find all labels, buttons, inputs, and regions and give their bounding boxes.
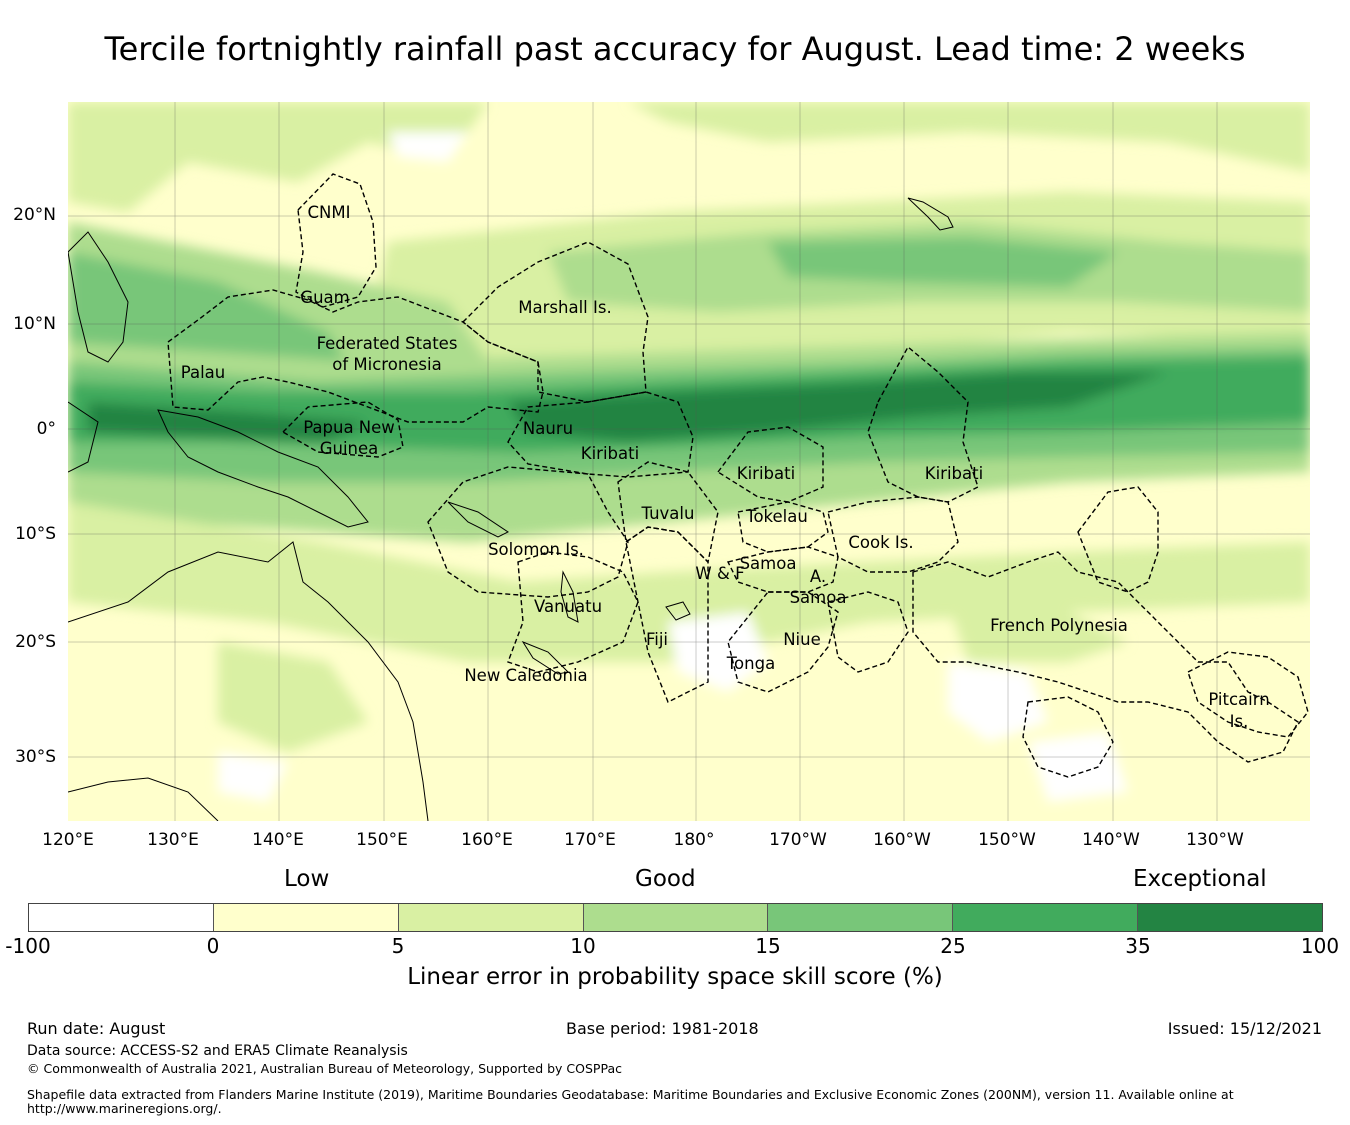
colorbar-tick: 25 xyxy=(940,934,966,958)
label-png-1: Papua New xyxy=(303,418,395,437)
lon-label-160e: 160°E xyxy=(461,830,513,850)
colorbar-segment xyxy=(768,904,954,931)
lon-label-180: 180° xyxy=(673,830,715,850)
skill-map: CNMI Guam Marshall Is. Federated States … xyxy=(68,102,1310,821)
colorbar-segment xyxy=(29,904,214,931)
label-niue: Niue xyxy=(783,630,821,649)
copyright: © Commonwealth of Australia 2021, Austra… xyxy=(27,1061,622,1076)
lon-label-130e: 130°E xyxy=(147,830,199,850)
colorbar-segment xyxy=(213,904,399,931)
label-asamoa-2: Samoa xyxy=(790,588,847,607)
category-exceptional: Exceptional xyxy=(1133,866,1267,892)
lat-label-10s: 10°S xyxy=(15,524,56,544)
colorbar-tick: 10 xyxy=(570,934,596,958)
colorbar-segment xyxy=(953,904,1139,931)
label-wf: W & F xyxy=(695,564,744,583)
label-fiji: Fiji xyxy=(646,630,668,649)
colorbar-tick: 15 xyxy=(755,934,781,958)
data-source: Data source: ACCESS-S2 and ERA5 Climate … xyxy=(27,1043,408,1059)
label-vanuatu: Vanuatu xyxy=(534,597,602,616)
lon-label-170w: 170°W xyxy=(769,830,827,850)
category-low: Low xyxy=(284,866,330,892)
colorbar-segment xyxy=(398,904,584,931)
lon-label-140w: 140°W xyxy=(1082,830,1140,850)
label-samoa: Samoa xyxy=(740,554,797,573)
label-cnmi: CNMI xyxy=(308,203,351,222)
lat-label-0: 0° xyxy=(36,419,56,439)
label-marshall: Marshall Is. xyxy=(518,298,611,317)
label-guam: Guam xyxy=(300,288,349,307)
lon-label-160w: 160°W xyxy=(873,830,931,850)
lat-label-20n: 20°N xyxy=(13,205,56,225)
colorbar-tick: 5 xyxy=(391,934,405,958)
label-kiribati-c: Kiribati xyxy=(737,464,795,483)
label-tuvalu: Tuvalu xyxy=(641,504,695,523)
label-nauru: Nauru xyxy=(523,419,573,438)
lon-label-140e: 140°E xyxy=(252,830,304,850)
label-pitcairn-1: Pitcairn xyxy=(1208,690,1269,709)
issued-date: Issued: 15/12/2021 xyxy=(1167,1019,1322,1038)
lat-label-10n: 10°N xyxy=(13,314,56,334)
label-pitcairn-2: Is. xyxy=(1230,712,1249,731)
lat-label-20s: 20°S xyxy=(15,632,56,652)
lon-label-120e: 120°E xyxy=(42,830,94,850)
label-tonga: Tonga xyxy=(726,654,775,673)
shapefile-url: http://www.marineregions.org/. xyxy=(27,1101,222,1116)
label-kiribati-w: Kiribati xyxy=(581,444,639,463)
lon-label-170e: 170°E xyxy=(564,830,616,850)
colorbar-tick: 0 xyxy=(206,934,220,958)
lon-label-150w: 150°W xyxy=(978,830,1036,850)
lat-label-30s: 30°S xyxy=(15,747,56,767)
colorbar-tick: -100 xyxy=(5,934,51,958)
label-png-2: Guinea xyxy=(320,439,379,458)
label-solomon: Solomon Is. xyxy=(488,540,584,559)
label-fsm-1: Federated States xyxy=(317,334,458,353)
base-period: Base period: 1981-2018 xyxy=(566,1019,759,1038)
shapefile-credit: Shapefile data extracted from Flanders M… xyxy=(27,1087,1234,1102)
label-kiribati-e: Kiribati xyxy=(925,464,983,483)
lon-label-150e: 150°E xyxy=(356,830,408,850)
lon-label-130w: 130°W xyxy=(1186,830,1244,850)
colorbar-tick: 100 xyxy=(1300,934,1340,958)
colorbar-segment xyxy=(583,904,769,931)
run-date: Run date: August xyxy=(27,1019,166,1038)
label-frenchpoly: French Polynesia xyxy=(990,616,1128,635)
chart-title: Tercile fortnightly rainfall past accura… xyxy=(104,30,1246,68)
label-asamoa-1: A. xyxy=(810,567,826,586)
colorbar xyxy=(28,903,1323,932)
colorbar-tick: 35 xyxy=(1125,934,1151,958)
label-cook: Cook Is. xyxy=(848,533,913,552)
colorbar-label: Linear error in probability space skill … xyxy=(407,964,943,990)
label-palau: Palau xyxy=(181,363,225,382)
colorbar-segment xyxy=(1138,904,1323,931)
label-tokelau: Tokelau xyxy=(745,507,808,526)
label-newcal: New Caledonia xyxy=(464,666,587,685)
category-good: Good xyxy=(635,866,696,892)
label-fsm-2: of Micronesia xyxy=(332,355,441,374)
